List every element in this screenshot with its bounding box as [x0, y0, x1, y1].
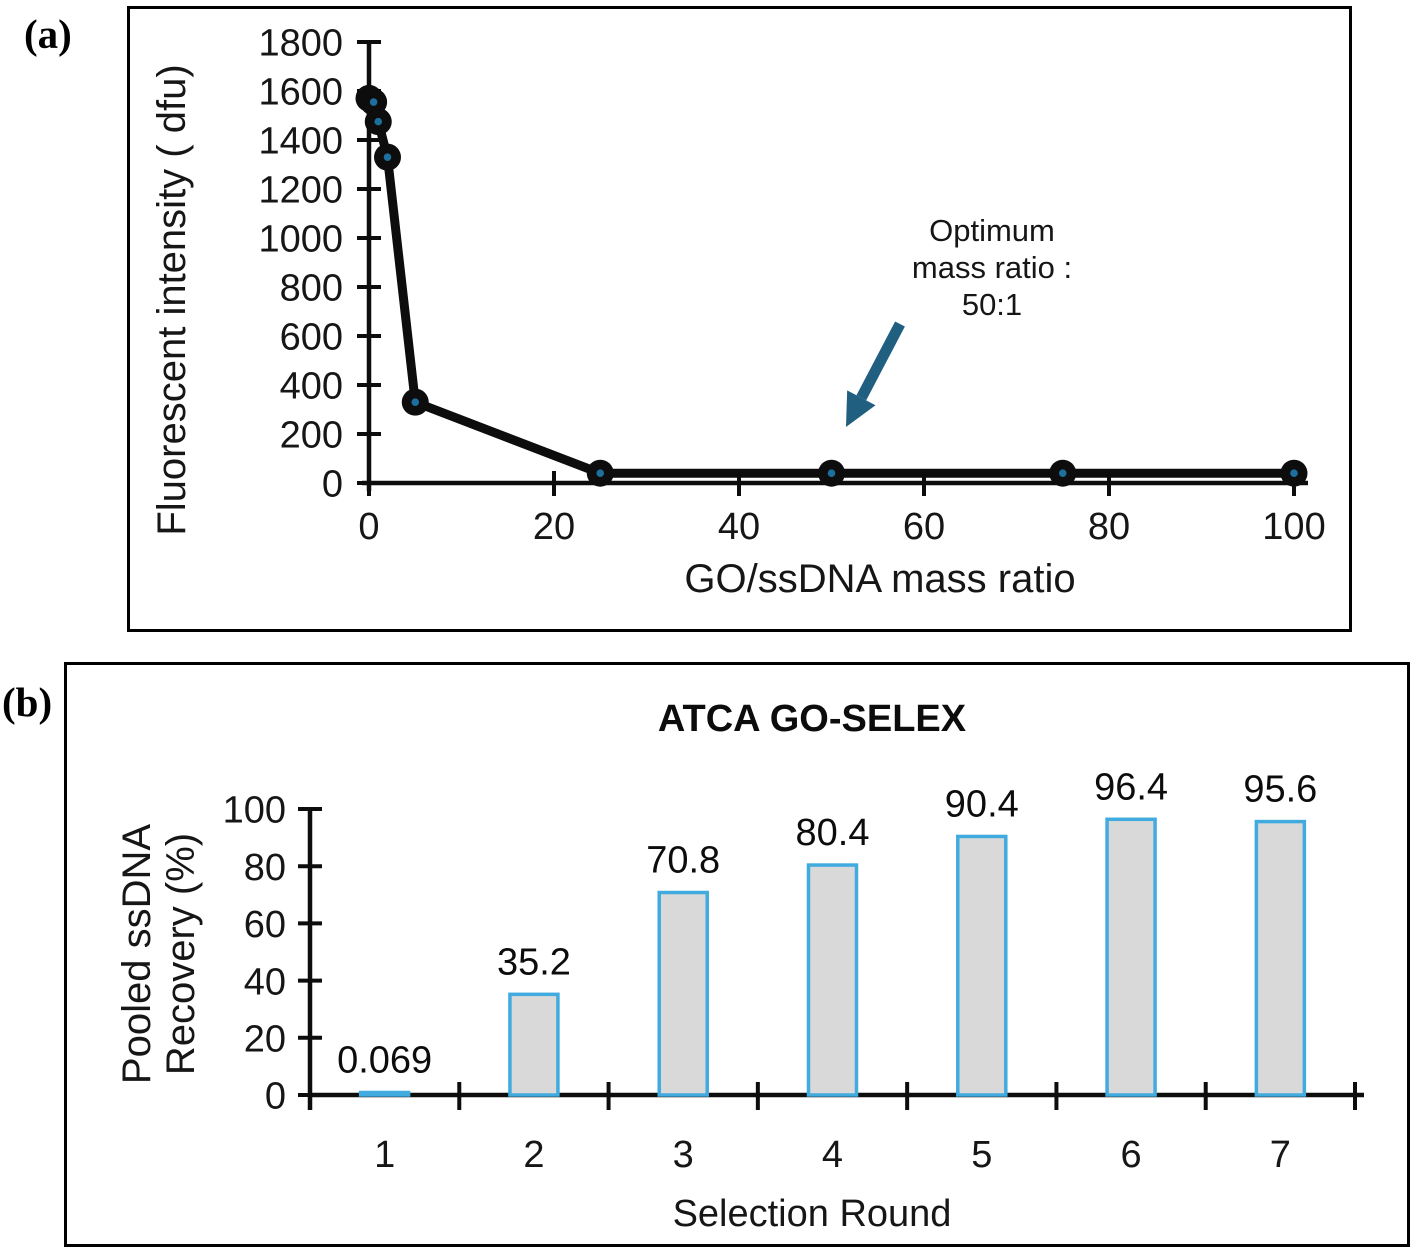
annotation-arrow-shaft [856, 321, 905, 401]
panel-b-title: ATCA GO-SELEX [657, 698, 967, 740]
bar [1105, 817, 1157, 1097]
y-tick-label: 1400 [258, 121, 343, 163]
bar-value-label: 96.4 [1094, 766, 1168, 808]
bar [1254, 819, 1307, 1097]
category-label: 7 [1270, 1134, 1291, 1176]
y-tick-label: 800 [280, 268, 343, 310]
data-point-center-dot [596, 469, 605, 478]
category-label: 6 [1121, 1134, 1142, 1176]
panel-b-x-axis-title: Selection Round [672, 1193, 952, 1235]
category-label: 5 [971, 1134, 992, 1176]
x-tick-label: 100 [1262, 506, 1325, 548]
y-tick-label: 40 [244, 961, 286, 1003]
category-label: 1 [374, 1134, 395, 1176]
data-point-center-dot [369, 98, 378, 106]
y-tick-label: 600 [280, 317, 343, 359]
y-tick-label: 1200 [258, 170, 343, 212]
panel-a-label: (a) [24, 11, 72, 57]
category-label: 4 [822, 1134, 843, 1176]
y-tick-label: 200 [280, 415, 343, 457]
y-tick-label: 400 [280, 366, 343, 408]
bar [657, 890, 709, 1097]
bar [508, 992, 560, 1097]
bar-value-label: 0.069 [337, 1040, 432, 1082]
line-chart: 0 200 400 600 800 1000 1200 1400 1600 1800 0 20 40 60… [258, 23, 1325, 548]
y-tick-label: 20 [244, 1018, 286, 1060]
panel-b: ATCA GO-SELEX Pooled ssDNA Recovery (%) … [64, 662, 1410, 1247]
bar-value-label: 70.8 [646, 840, 720, 882]
y-tick-label: 0 [265, 1076, 286, 1118]
panel-a: Fluorescent intensity ( dfu) 0 200 400 600 8… [127, 6, 1352, 632]
x-tick-label: 60 [903, 506, 945, 548]
data-series-line [366, 94, 1294, 478]
x-tick-label: 20 [533, 506, 575, 548]
data-point-center-dot [383, 153, 392, 161]
y-tick-label: 80 [244, 847, 286, 889]
bar-value-label: 95.6 [1243, 769, 1317, 811]
bar-value-label: 90.4 [945, 783, 1019, 825]
y-tick-label: 1000 [258, 219, 343, 261]
category-label: 3 [673, 1134, 694, 1176]
y-tick-label: 1600 [258, 72, 343, 114]
data-point-center-dot [411, 398, 420, 406]
category-label: 2 [523, 1134, 544, 1176]
data-point-center-dot [1058, 469, 1067, 478]
data-point-center-dot [1290, 469, 1298, 478]
x-tick-label: 0 [358, 506, 379, 548]
x-tick-label: 80 [1088, 506, 1130, 548]
panel-a-x-axis-title: GO/ssDNA mass ratio [684, 557, 1076, 601]
annotation-arrow-head [846, 390, 876, 427]
panel-b-label: (b) [2, 679, 53, 725]
bar [956, 834, 1008, 1097]
y-tick-label: 1800 [258, 23, 343, 65]
data-point-center-dot [374, 117, 383, 126]
optimum-annotation: Optimum mass ratio : 50:1 [911, 213, 1073, 322]
bar-chart: 0 20 40 60 80 100 0.069 1 35.2 2 70.8 3 80.4 4 90.4 5 96… [223, 766, 1364, 1176]
x-tick-label: 40 [718, 506, 760, 548]
bar-value-label: 35.2 [497, 941, 571, 983]
bar [806, 863, 859, 1097]
bar-value-label: 80.4 [796, 812, 870, 854]
y-tick-label: 0 [322, 464, 343, 506]
y-tick-label: 100 [223, 790, 286, 832]
y-tick-label: 60 [244, 904, 286, 946]
bar [358, 1090, 411, 1097]
data-point-center-dot [827, 469, 836, 478]
